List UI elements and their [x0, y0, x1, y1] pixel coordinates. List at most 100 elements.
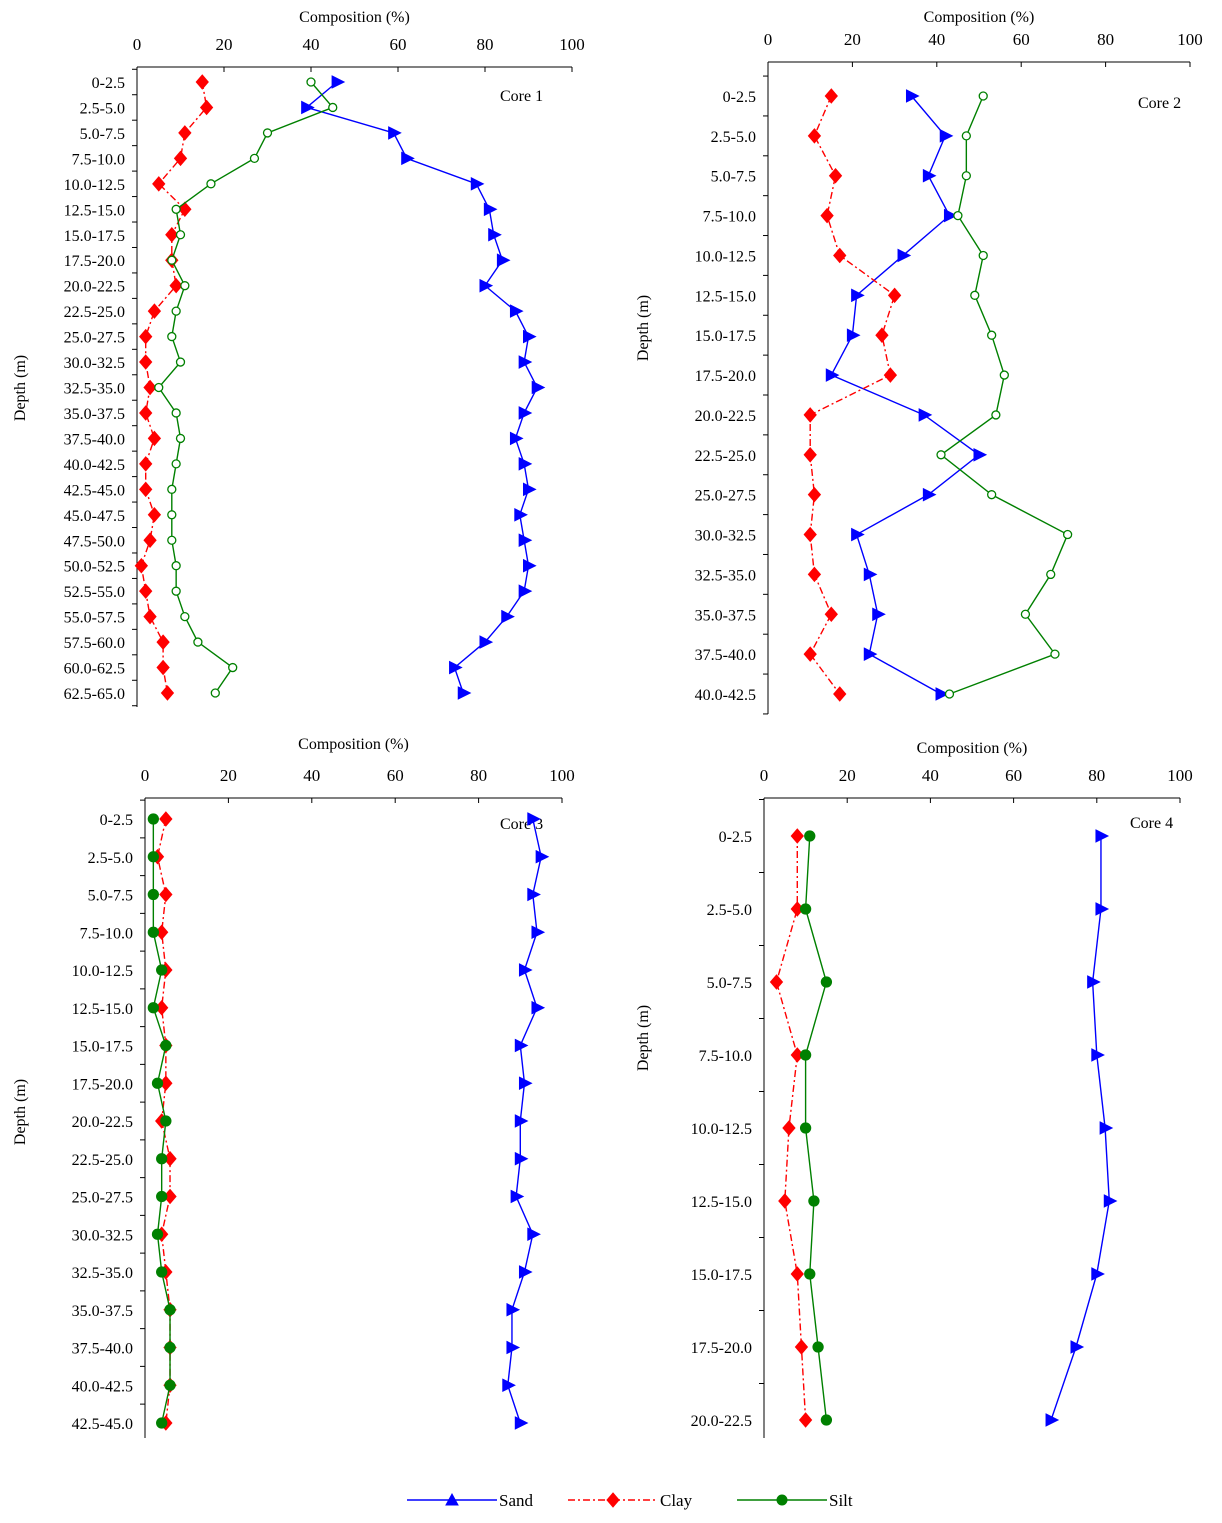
y-tick-label: 30.0-32.5 [64, 355, 125, 372]
y-tick-label: 12.5-15.0 [64, 202, 125, 219]
y-tick-label: 10.0-12.5 [691, 1121, 752, 1138]
point-silt [804, 830, 816, 842]
x-tick-label: 80 [477, 35, 494, 54]
point-sand [973, 447, 988, 462]
panel-title: Core 4 [1130, 815, 1173, 832]
point-clay [139, 328, 153, 345]
y-tick-label: 2.5-5.0 [711, 129, 756, 146]
x-tick-label: 80 [470, 766, 487, 785]
y-tick-label: 10.0-12.5 [695, 248, 756, 265]
point-silt [978, 91, 988, 101]
x-axis-title: Composition (%) [917, 740, 1028, 757]
y-tick-label: 2.5-5.0 [88, 850, 133, 867]
point-clay [178, 125, 192, 141]
y-tick-label: 22.5-25.0 [695, 448, 756, 465]
point-sand [863, 647, 878, 661]
point-silt [175, 230, 186, 240]
y-tick-label: 22.5-25.0 [64, 304, 125, 321]
y-tick-label: 37.5-40.0 [72, 1341, 133, 1358]
point-silt [156, 1153, 168, 1165]
point-clay [152, 176, 166, 192]
y-tick-label: 42.5-45.0 [72, 1416, 133, 1433]
panel-1: Composition (%) 0 20 40 60 80 100 0-2.5 2.5-5.0 5… [12, 9, 585, 707]
y-tick-label: 17.5-20.0 [695, 368, 756, 385]
point-silt [799, 1049, 812, 1061]
point-sand [935, 687, 950, 701]
y-tick-label: 25.0-27.5 [695, 488, 756, 505]
y-tick-label: 20.0-22.5 [72, 1114, 133, 1131]
point-sand [510, 1189, 525, 1204]
y-tick-label: 0-2.5 [92, 75, 125, 92]
point-silt [147, 813, 159, 825]
point-clay [807, 566, 822, 583]
point-silt [961, 131, 971, 141]
point-sand [457, 686, 472, 700]
y-tick-label: 62.5-65.0 [64, 686, 125, 703]
point-sand [509, 431, 524, 446]
point-clay [833, 247, 847, 264]
point-clay [790, 828, 804, 844]
y-tick-label: 17.5-20.0 [72, 1076, 133, 1093]
point-silt [249, 153, 260, 164]
point-sand [518, 1265, 533, 1279]
y-tick-label: 0-2.5 [100, 812, 133, 829]
x-tick-label: 40 [303, 766, 320, 785]
point-silt [1020, 609, 1031, 619]
point-clay [807, 486, 822, 503]
point-silt [151, 1077, 164, 1089]
point-sand [523, 558, 537, 573]
point-silt [147, 1002, 159, 1014]
point-clay [159, 811, 173, 827]
point-clay [790, 1266, 804, 1282]
point-silt [160, 1039, 172, 1052]
point-sand [523, 482, 537, 497]
y-tick-label: 17.5-20.0 [691, 1340, 752, 1357]
y-tick-label: 15.0-17.5 [691, 1267, 752, 1284]
y-tick-label: 15.0-17.5 [72, 1039, 133, 1056]
point-sand [939, 129, 954, 143]
legend-label-clay: Clay [660, 1491, 693, 1510]
x-axis-title: Composition (%) [924, 9, 1035, 26]
point-silt [987, 490, 997, 500]
point-sand [514, 1038, 529, 1053]
point-silt [991, 410, 1001, 420]
x-tick-label: 0 [760, 766, 769, 785]
y-tick-label: 30.0-32.5 [72, 1227, 133, 1244]
point-clay [159, 886, 173, 903]
point-clay [147, 507, 162, 523]
point-sand [483, 202, 498, 217]
point-sand [488, 227, 502, 242]
point-silt [799, 903, 812, 915]
point-clay [160, 685, 175, 701]
point-clay [778, 1193, 792, 1209]
y-tick-label: 25.0-27.5 [64, 330, 125, 347]
y-tick-label: 32.5-35.0 [72, 1265, 133, 1282]
point-sand [846, 328, 861, 343]
y-tick-label: 35.0-37.5 [72, 1303, 133, 1320]
point-silt [171, 408, 181, 418]
y-tick-label: 20.0-22.5 [691, 1413, 752, 1430]
point-clay [798, 1412, 813, 1428]
point-silt [978, 250, 988, 261]
point-silt [175, 433, 186, 444]
point-silt [147, 851, 159, 863]
series-line-silt [939, 95, 1069, 695]
y-tick-label: 10.0-12.5 [72, 963, 133, 980]
point-sand [449, 660, 463, 675]
point-clay [147, 303, 162, 319]
point-clay [156, 659, 170, 676]
y-tick-label: 25.0-27.5 [72, 1190, 133, 1207]
point-clay [820, 207, 834, 224]
point-silt [944, 689, 955, 699]
point-silt [804, 1268, 816, 1280]
x-tick-label: 0 [141, 766, 150, 785]
x-axis-title: Composition (%) [299, 9, 410, 26]
y-tick-label: 2.5-5.0 [80, 100, 125, 117]
panel-2: Composition (%) 0 20 40 60 80 100 0-2.5 2.5-5.0 5… [635, 9, 1203, 715]
y-tick-label: 5.0-7.5 [711, 169, 756, 186]
y-tick-label: 12.5-15.0 [695, 288, 756, 305]
point-silt [999, 370, 1009, 380]
x-tick-label: 100 [559, 35, 585, 54]
point-clay [782, 1120, 796, 1136]
point-silt [175, 357, 186, 367]
